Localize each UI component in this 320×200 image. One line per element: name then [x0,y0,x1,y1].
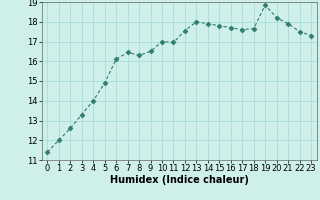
X-axis label: Humidex (Indice chaleur): Humidex (Indice chaleur) [110,175,249,185]
